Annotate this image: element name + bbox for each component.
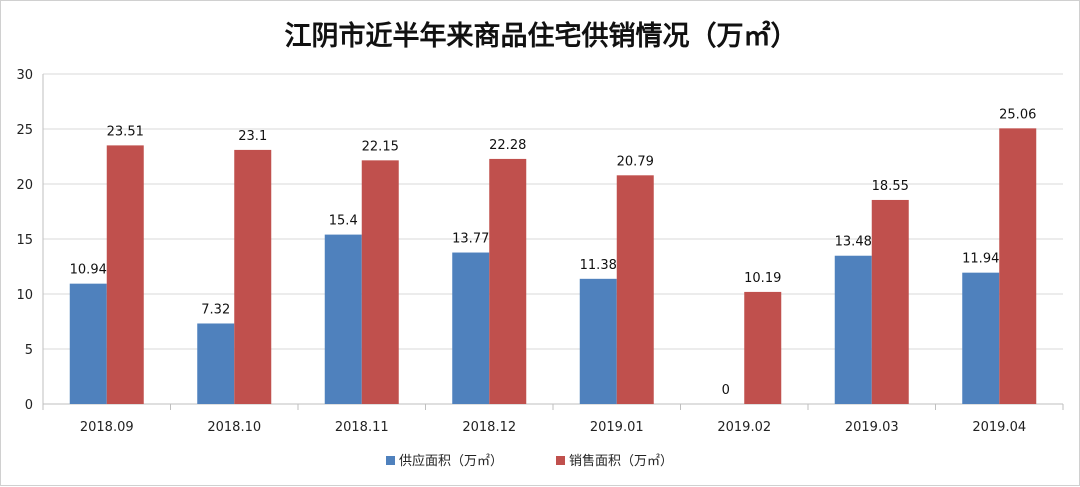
x-tick-label: 2019.04 [972, 420, 1026, 435]
legend-label: 销售面积（万㎡） [569, 453, 673, 469]
legend-swatch [386, 456, 395, 465]
legend-label: 供应面积（万㎡） [399, 453, 503, 469]
x-axis-ticks: 2018.09 2018.10 2018.11 2018.12 2019.01 2019.… [80, 420, 1026, 435]
data-labels: 10.94 23.51 7.32 23.1 15.4 22.15 13.77 22.28 11.… [70, 107, 1037, 398]
y-tick-label: 0 [25, 398, 33, 413]
supply-bar [834, 255, 872, 404]
sales-bar [616, 175, 654, 404]
supply-bar [69, 283, 107, 404]
sales-bar [361, 160, 399, 404]
sales-bar [234, 149, 272, 404]
bars [69, 128, 1037, 404]
sales-data-label: 22.15 [362, 139, 399, 154]
y-tick-label: 15 [16, 233, 33, 248]
x-tick-label: 2018.10 [207, 420, 261, 435]
supply-data-label: 11.38 [580, 258, 617, 273]
x-tick-label: 2018.11 [335, 420, 389, 435]
x-tick-label: 2019.02 [717, 420, 771, 435]
y-axis-ticks: 0 5 10 15 20 25 30 [16, 68, 33, 413]
y-tick-label: 20 [16, 178, 33, 193]
supply-data-label: 7.32 [201, 302, 230, 317]
sales-data-label: 23.1 [238, 129, 267, 144]
sales-bar [106, 145, 144, 404]
supply-data-label: 10.94 [70, 263, 107, 278]
supply-data-label: 0 [722, 383, 730, 398]
supply-bar [962, 272, 1000, 404]
sales-data-label: 18.55 [872, 179, 909, 194]
sales-data-label: 10.19 [744, 271, 781, 286]
sales-bar [999, 128, 1037, 404]
sales-data-label: 23.51 [107, 124, 144, 139]
x-tick-label: 2019.01 [590, 420, 644, 435]
legend: 供应面积（万㎡） 销售面积（万㎡） [386, 453, 673, 469]
sales-data-label: 22.28 [489, 138, 526, 153]
supply-data-label: 13.77 [452, 232, 489, 247]
y-tick-label: 5 [25, 343, 33, 358]
legend-swatch [556, 456, 565, 465]
sales-bar [871, 199, 909, 404]
supply-bar [324, 234, 362, 404]
y-tick-label: 30 [16, 68, 33, 83]
y-tick-label: 25 [16, 123, 33, 138]
gridlines [42, 73, 1064, 410]
supply-data-label: 13.48 [835, 235, 872, 250]
x-tick-label: 2018.12 [462, 420, 516, 435]
supply-bar [579, 278, 617, 404]
sales-data-label: 20.79 [617, 154, 654, 169]
y-tick-label: 10 [16, 288, 33, 303]
sales-bar [744, 291, 782, 404]
x-tick-label: 2018.09 [80, 420, 134, 435]
x-tick-label: 2019.03 [845, 420, 899, 435]
supply-data-label: 11.94 [962, 252, 999, 267]
sales-data-label: 25.06 [999, 107, 1036, 122]
chart-title: 江阴市近半年来商品住宅供销情况（万㎡） [285, 20, 798, 52]
supply-data-label: 15.4 [329, 214, 358, 229]
supply-bar [452, 252, 490, 404]
supply-bar [197, 323, 235, 404]
sales-bar [489, 158, 527, 404]
